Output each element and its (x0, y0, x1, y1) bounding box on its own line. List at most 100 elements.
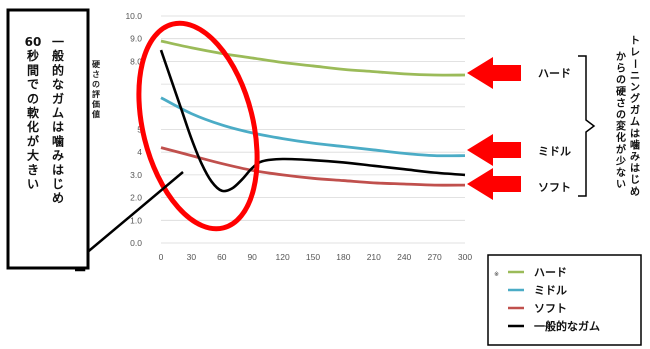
right-annotation-char: 噛 (630, 138, 640, 151)
right-annotation-char: じ (630, 174, 640, 186)
left-annotation-char: の (27, 92, 39, 106)
right-annotation-char: が (616, 143, 627, 156)
right-annotation-char: は (630, 163, 640, 175)
left-annotation-char: ム (52, 106, 64, 120)
left-annotation-char: ガ (52, 91, 64, 106)
right-annotation-char: グ (630, 92, 640, 105)
right-annotation-char: の (616, 110, 626, 121)
arrow-label: ミドル (538, 145, 571, 158)
red-arrow (467, 57, 521, 89)
right-annotation-char: 変 (616, 120, 627, 133)
right-annotation-char: 硬 (616, 86, 627, 98)
x-tick-label: 270 (428, 252, 442, 262)
right-annotation-char: ン (630, 82, 640, 93)
y-tick-label: 10.0 (125, 11, 142, 21)
left-annotation-char: じ (52, 177, 64, 191)
x-tick-label: 300 (458, 252, 472, 262)
x-tick-label: 30 (187, 252, 197, 262)
legend-label: 一般的なガム (534, 319, 600, 333)
series-line-3 (159, 49, 466, 193)
highlight-ellipse (136, 20, 260, 232)
y-axis-label-char: 価 (91, 99, 100, 109)
y-axis-label-char: 硬 (92, 60, 101, 69)
y-tick-label: 5 (137, 125, 142, 135)
y-tick-label: 4 (137, 147, 142, 157)
right-annotation-char: い (616, 180, 626, 191)
x-tick-label: 180 (336, 252, 350, 262)
right-annotation-char: の (616, 75, 626, 86)
legend-marker: ※ (494, 271, 499, 278)
x-tick-label: 240 (397, 252, 411, 262)
right-annotation-char: か (616, 51, 626, 63)
legend-label: ソフト (534, 302, 567, 315)
y-tick-label: 2.0 (130, 193, 142, 203)
y-axis-label-char: さ (92, 70, 100, 79)
left-annotation-char: な (52, 78, 64, 92)
right-annotation-char: ら (616, 63, 626, 75)
right-annotation-char: み (630, 151, 640, 163)
x-tick-label: 60 (217, 252, 227, 262)
left-annotation-char: 化 (27, 119, 39, 134)
left-annotation-char: め (52, 191, 64, 205)
y-tick-label: 8.0 (130, 56, 142, 66)
arrow-label: ソフト (538, 181, 571, 194)
x-axis-ticks: 0 30 60 90 120 150 180 210 240 270 300 (159, 252, 473, 262)
left-annotation-char: 秒 (27, 48, 39, 63)
left-annotation-char: い (27, 177, 39, 191)
right-annotation-char: ム (630, 116, 640, 128)
right-annotation-char: ー (629, 59, 640, 69)
red-arrow (467, 134, 521, 166)
left-annotation-char: は (52, 120, 64, 134)
series-lines (159, 39, 466, 193)
left-annotation-char: 60 (25, 35, 42, 49)
legend-label: ハード (534, 266, 567, 279)
right-annotation-char: は (630, 128, 640, 140)
y-tick-label: 3.0 (130, 170, 142, 180)
right-annotation-char: ガ (630, 104, 640, 117)
x-tick-label: 0 (159, 252, 164, 262)
left-annotation-char: で (27, 78, 39, 92)
x-tick-label: 90 (247, 252, 257, 262)
right-annotation-char: ニ (630, 71, 640, 82)
x-tick-label: 120 (276, 252, 290, 262)
left-annotation-char: 的 (52, 62, 64, 77)
y-axis-label-char: の (92, 80, 100, 89)
right-annotation-char: さ (616, 97, 626, 109)
left-annotation-char: 般 (52, 48, 64, 63)
y-axis-label-char: 評 (92, 89, 100, 99)
right-annotation-char: レ (630, 48, 640, 59)
right-annotation-char: ト (630, 35, 640, 47)
x-tick-label: 150 (306, 252, 320, 262)
arrow-label: ハード (538, 67, 571, 80)
left-annotation-char: み (52, 149, 64, 163)
series-line-2 (160, 146, 466, 187)
y-tick-label: 0.0 (130, 238, 142, 248)
y-tick-label: 9.0 (130, 34, 142, 44)
right-annotation-char: め (630, 186, 640, 198)
left-annotation-char: 軟 (27, 105, 40, 120)
red-arrow (467, 168, 521, 200)
series-line-0 (160, 39, 466, 77)
legend-label: ミドル (534, 284, 567, 297)
right-annotation-char: 少 (615, 154, 626, 167)
left-annotation-char: き (27, 163, 39, 177)
left-annotation-char: が (27, 133, 39, 148)
left-annotation-char: 間 (27, 63, 39, 77)
right-bracket (578, 55, 596, 197)
left-annotation-char: 噛 (52, 133, 64, 148)
series-line-1 (160, 96, 466, 158)
x-tick-label: 210 (367, 252, 381, 262)
left-annotation-char: 一 (52, 35, 64, 49)
y-tick-label: 1.0 (130, 215, 142, 225)
right-annotation-char: 化 (616, 131, 626, 144)
left-annotation-char: 大 (27, 148, 39, 163)
left-annotation-char: は (52, 163, 64, 177)
y-axis-label-char: 値 (91, 109, 100, 119)
gridlines (161, 15, 465, 244)
